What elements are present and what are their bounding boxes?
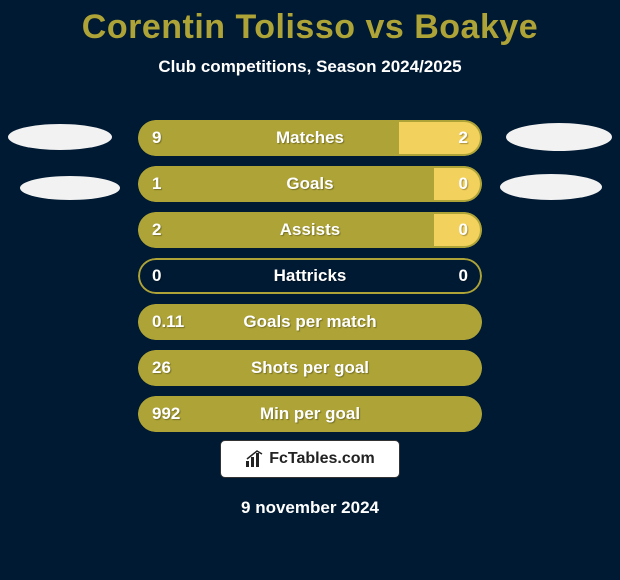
stat-label: Goals <box>138 166 482 202</box>
stat-label: Min per goal <box>138 396 482 432</box>
player-badge-ellipse <box>8 124 112 150</box>
date-text: 9 november 2024 <box>0 498 620 518</box>
source-logo: FcTables.com <box>220 440 400 478</box>
page-title: Corentin Tolisso vs Boakye <box>0 0 620 47</box>
stat-row: 92Matches <box>138 120 482 156</box>
player-badge-ellipse <box>506 123 612 151</box>
player-badge-ellipse <box>20 176 120 200</box>
stat-row: 20Assists <box>138 212 482 248</box>
stat-label: Assists <box>138 212 482 248</box>
stat-label: Shots per goal <box>138 350 482 386</box>
stat-label: Goals per match <box>138 304 482 340</box>
stat-row: 26Shots per goal <box>138 350 482 386</box>
chart-icon <box>245 450 265 468</box>
stat-row: 992Min per goal <box>138 396 482 432</box>
logo-text: FcTables.com <box>269 450 375 468</box>
stat-row: 0.11Goals per match <box>138 304 482 340</box>
stat-label: Hattricks <box>138 258 482 294</box>
stat-row: 10Goals <box>138 166 482 202</box>
player-badge-ellipse <box>500 174 602 200</box>
stat-label: Matches <box>138 120 482 156</box>
page-subtitle: Club competitions, Season 2024/2025 <box>0 57 620 77</box>
comparison-infographic: Corentin Tolisso vs Boakye Club competit… <box>0 0 620 580</box>
stat-row: 00Hattricks <box>138 258 482 294</box>
stat-bars: 92Matches 10Goals 20Assists 00Hattricks 0.11… <box>138 120 482 442</box>
